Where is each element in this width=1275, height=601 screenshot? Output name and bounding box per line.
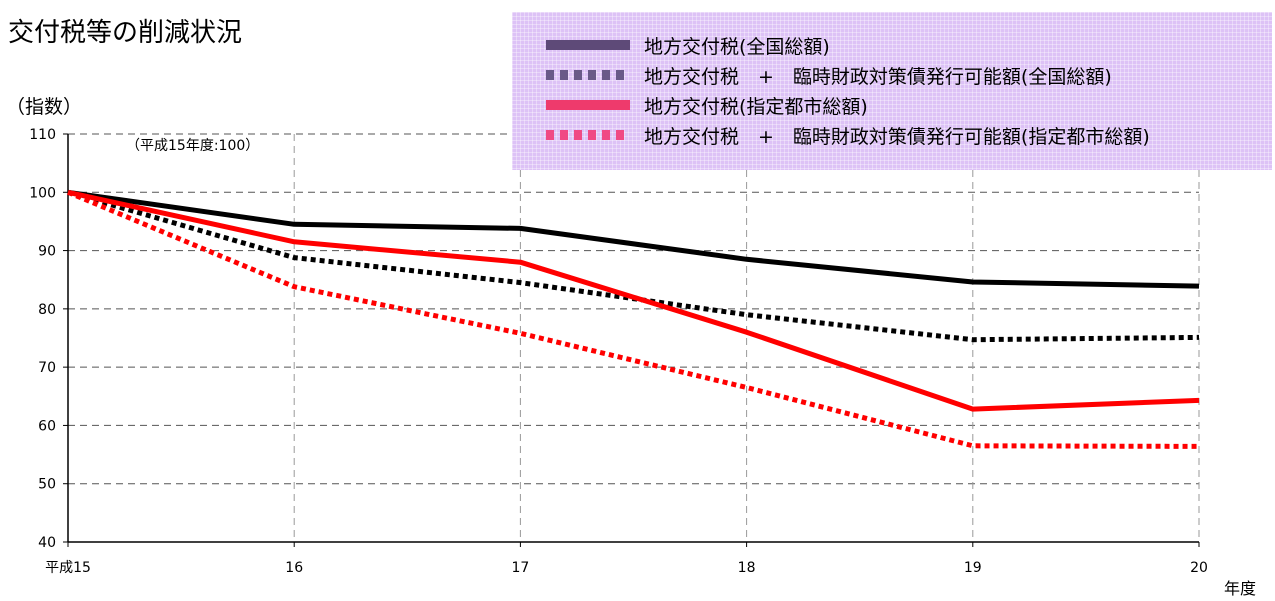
x-axis-label: 年度 [1224, 579, 1256, 598]
y-tick-label: 100 [29, 185, 56, 201]
legend-swatch [546, 40, 630, 50]
legend-item: 地方交付税 + 臨時財政対策債発行可能額(指定都市総額) [546, 120, 1150, 150]
x-tick-label: 19 [964, 560, 982, 576]
y-tick-label: 110 [29, 127, 56, 143]
x-tick-label: 平成15 [45, 560, 91, 576]
y-tick-label: 50 [38, 477, 56, 493]
legend-label: 地方交付税 + 臨時財政対策債発行可能額(指定都市総額) [644, 125, 1150, 148]
legend-item: 地方交付税 + 臨時財政対策債発行可能額(全国総額) [546, 60, 1112, 90]
chart-title: 交付税等の削減状況 [8, 18, 243, 48]
x-tick-label: 16 [285, 560, 303, 576]
legend-label: 地方交付税(全国総額) [644, 35, 830, 58]
legend-item: 地方交付税(指定都市総額) [546, 90, 868, 120]
annotation-base-year: （平成15年度:100） [126, 138, 259, 154]
y-tick-label: 90 [38, 244, 56, 260]
y-tick-label: 60 [38, 418, 56, 434]
x-tick-label: 17 [511, 560, 529, 576]
y-axis-label: （指数） [6, 96, 83, 118]
legend-swatch [546, 100, 630, 110]
x-tick-label: 18 [738, 560, 756, 576]
legend-swatch [546, 130, 630, 140]
legend-label: 地方交付税 + 臨時財政対策債発行可能額(全国総額) [644, 65, 1112, 88]
y-tick-label: 80 [38, 302, 56, 318]
legend-item: 地方交付税(全国総額) [546, 30, 830, 60]
legend: 地方交付税(全国総額) 地方交付税 + 臨時財政対策債発行可能額(全国総額) 地方交… [512, 12, 1272, 170]
y-tick-label: 40 [38, 535, 56, 551]
legend-swatch [546, 70, 630, 80]
series-line-3 [67, 189, 1200, 412]
legend-label: 地方交付税(指定都市総額) [644, 95, 868, 118]
y-tick-label: 70 [38, 360, 56, 376]
series-line-1 [67, 189, 1200, 289]
x-tick-label: 20 [1190, 560, 1208, 576]
